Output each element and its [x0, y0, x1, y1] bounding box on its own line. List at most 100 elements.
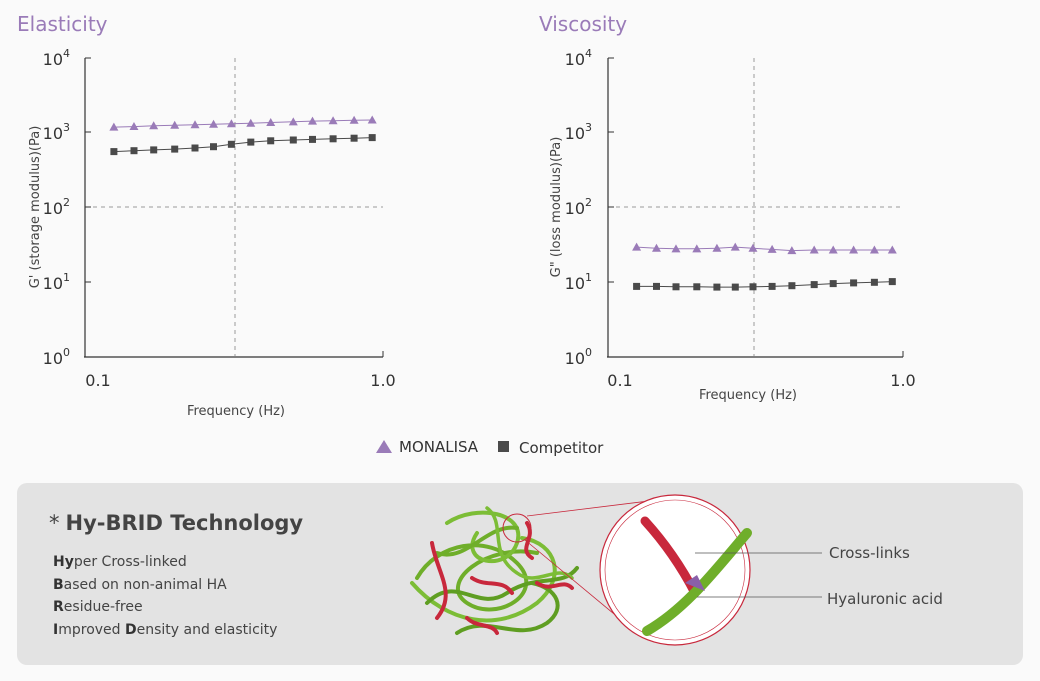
monalisa-data-point [671, 244, 681, 253]
competitor-data-point [870, 278, 878, 286]
hyaluronic-label: Hyaluronic acid [827, 590, 943, 608]
x-tick-label: 0.1 [85, 371, 110, 390]
viscosity-title: Viscosity [539, 12, 627, 36]
competitor-data-point [850, 279, 858, 287]
y-tick-label: 101 [565, 271, 592, 293]
y-tick-label: 102 [43, 196, 70, 218]
y-tick-label: 100 [565, 346, 592, 368]
monalisa-data-point [869, 245, 879, 254]
competitor-data-point [171, 145, 179, 153]
x-tick-label: 1.0 [370, 371, 395, 390]
x-tick-label: 1.0 [890, 371, 915, 390]
competitor-data-point [267, 137, 275, 145]
magnified-inner-ring [604, 499, 746, 641]
monalisa-data-point [226, 119, 236, 128]
monalisa-data-point [809, 245, 819, 254]
zoom-source-circle [502, 513, 532, 543]
competitor-data-point [731, 283, 739, 291]
legend-label-monalisa: MONALISA [399, 438, 479, 456]
competitor-data-point [150, 146, 158, 154]
monalisa-data-point [651, 243, 661, 252]
crosslink-junction [685, 575, 705, 591]
monalisa-data-point [887, 245, 897, 254]
crosslinks-label: Cross-links [829, 544, 910, 562]
competitor-data-point [672, 283, 680, 291]
viscosity-series [632, 242, 897, 291]
monalisa-data-point [246, 118, 256, 127]
monalisa-data-point [748, 243, 758, 252]
hybrid-molecule-illustration: Cross-links Hyaluronic acid [410, 494, 943, 646]
monalisa-data-point [349, 115, 359, 124]
competitor-data-point [110, 148, 118, 156]
monalisa-data-point [828, 245, 838, 254]
elasticity-chart: Elasticity 104 103 102 101 100 0.1 1.0 F… [17, 12, 396, 419]
monalisa-legend-marker [376, 440, 392, 453]
y-tick-label: 103 [43, 121, 70, 143]
competitor-data-point [227, 140, 235, 148]
monalisa-data-point [367, 115, 377, 124]
monalisa-data-point [712, 243, 722, 252]
competitor-data-point [329, 135, 337, 143]
crosslink-strand [640, 516, 700, 598]
competitor-data-point [350, 134, 358, 142]
competitor-data-point [713, 283, 721, 291]
technology-title: * Hy-BRID Technology [49, 511, 304, 535]
x-tick-label: 0.1 [607, 371, 632, 390]
competitor-data-point [247, 138, 255, 146]
zoom-line [526, 499, 658, 517]
monalisa-data-point [129, 122, 139, 131]
list-item: Improved Density and elasticity [53, 621, 278, 638]
competitor-data-point [693, 283, 701, 291]
monalisa-data-point [266, 118, 276, 127]
competitor-data-point [191, 144, 199, 152]
legend-label-competitor: Competitor [519, 439, 604, 457]
y-tick-label: 100 [43, 346, 70, 368]
elasticity-series [109, 115, 377, 156]
monalisa-data-point [308, 116, 318, 125]
y-tick-label: 104 [43, 47, 70, 69]
asterisk-icon: * [49, 511, 60, 535]
technology-panel: * Hy-BRID Technology Hyper Cross-linked B… [17, 483, 1023, 665]
competitor-data-point [368, 134, 376, 142]
y-tick-label: 102 [565, 196, 592, 218]
list-item: Residue-free [53, 599, 143, 615]
competitor-data-point [768, 282, 776, 290]
monalisa-data-point [767, 244, 777, 253]
viscosity-y-axis-title: G" (loss modulus)(Pa) [549, 137, 564, 278]
technology-list: Hyper Cross-linked Based on non-animal H… [53, 551, 277, 641]
y-tick-label: 101 [43, 271, 70, 293]
polymer-network-image [410, 506, 579, 635]
monalisa-data-point [328, 116, 338, 125]
y-tick-label: 103 [565, 121, 592, 143]
elasticity-title: Elasticity [17, 12, 108, 36]
viscosity-x-axis-title: Frequency (Hz) [699, 388, 797, 403]
competitor-data-point [633, 282, 641, 290]
competitor-data-point [653, 282, 660, 290]
elasticity-x-axis-title: Frequency (Hz) [187, 404, 285, 419]
monalisa-data-point [692, 244, 702, 253]
competitor-data-point [210, 143, 217, 151]
y-tick-label: 104 [565, 47, 592, 69]
monalisa-data-point [149, 121, 159, 130]
monalisa-data-point [632, 242, 642, 251]
competitor-data-point [130, 147, 138, 155]
competitor-data-point [309, 135, 316, 143]
competitor-data-point [749, 283, 757, 291]
monalisa-data-point [109, 122, 119, 131]
list-item: Hyper Cross-linked [53, 554, 187, 570]
legend: MONALISA Competitor [376, 438, 604, 457]
monalisa-series-line [113, 119, 373, 128]
magnified-circle [599, 494, 751, 646]
charts-area: Elasticity 104 103 102 101 100 0.1 1.0 F… [17, 12, 916, 457]
monalisa-data-point [288, 117, 298, 126]
monalisa-series-line [636, 246, 893, 252]
monalisa-data-point [730, 242, 740, 251]
monalisa-data-point [787, 246, 797, 255]
competitor-data-point [829, 280, 837, 288]
elasticity-y-axis-title: G' (storage modulus)(Pa) [28, 126, 43, 289]
monalisa-data-point [849, 245, 859, 254]
competitor-data-point [289, 136, 297, 144]
monalisa-data-point [170, 120, 180, 129]
viscosity-chart: Viscosity 104 103 102 101 100 0.1 1.0 Fr… [539, 12, 916, 403]
list-item: Based on non-animal HA [53, 576, 227, 593]
